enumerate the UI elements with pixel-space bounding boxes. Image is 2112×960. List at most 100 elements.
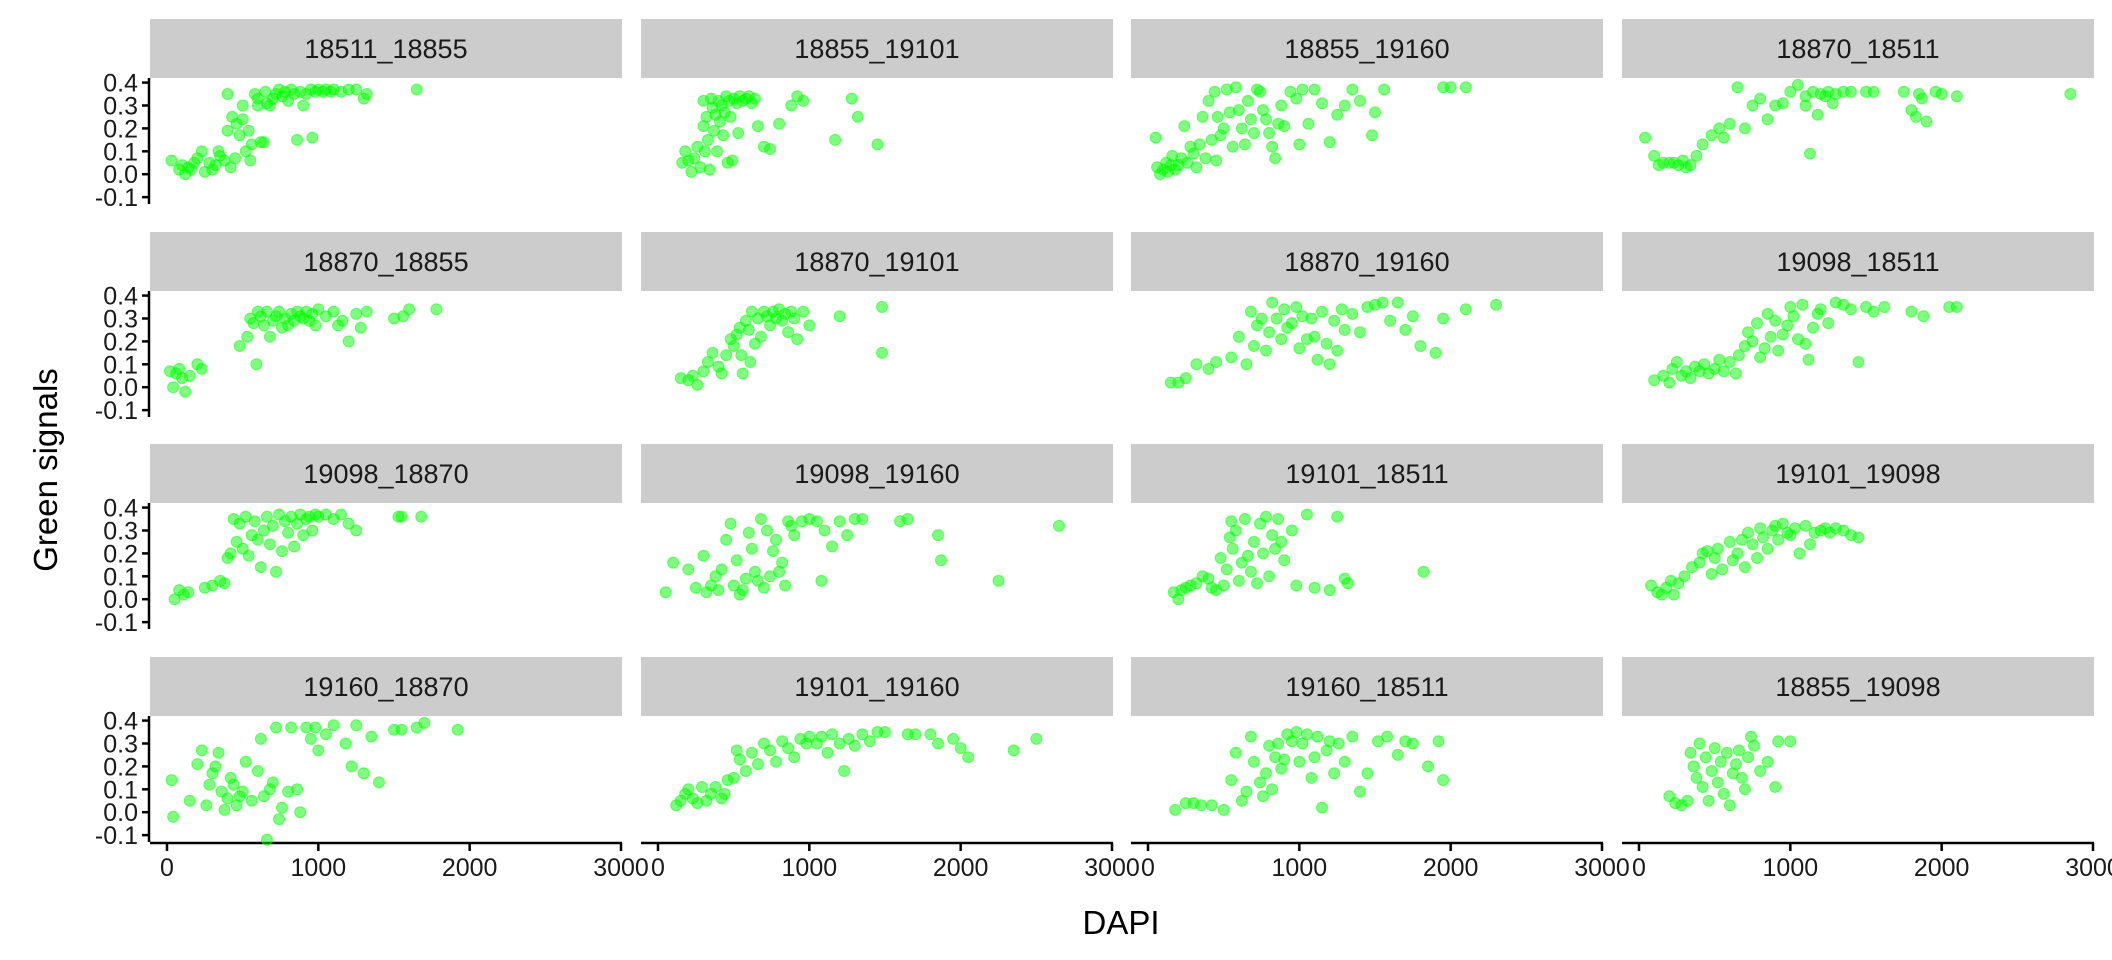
data-point: [1251, 577, 1263, 590]
y-tick-label: -0.1: [95, 184, 138, 212]
data-point: [1323, 358, 1336, 371]
data-point: [833, 515, 846, 528]
data-point: [229, 152, 242, 165]
data-point: [1353, 785, 1366, 798]
data-point: [1361, 767, 1374, 780]
data-point: [1731, 81, 1744, 94]
data-point: [767, 545, 779, 558]
data-point: [803, 730, 816, 743]
data-point: [1217, 122, 1230, 135]
data-point: [1814, 303, 1827, 316]
data-point: [263, 330, 276, 343]
data-point: [1229, 81, 1242, 94]
data-point: [1346, 83, 1359, 96]
data-point: [727, 340, 740, 352]
data-point: [1199, 152, 1212, 165]
data-point: [339, 737, 352, 750]
data-point: [200, 799, 213, 812]
data-point: [195, 362, 208, 375]
y-axis-title: Green signals: [27, 368, 64, 572]
data-point: [263, 538, 276, 551]
data-point: [732, 127, 745, 139]
data-point: [736, 584, 749, 597]
x-tick-label: 2000: [1423, 854, 1479, 882]
data-point: [1684, 159, 1697, 172]
x-tick-label: 3000: [1084, 854, 1140, 882]
data-point: [179, 385, 192, 398]
data-point: [360, 88, 373, 100]
data-point: [1422, 760, 1434, 773]
facet-strip: [1131, 232, 1603, 291]
data-point: [241, 330, 254, 343]
data-point: [1799, 519, 1812, 532]
data-point: [245, 794, 258, 807]
data-point: [1723, 799, 1736, 812]
x-tick-label: 0: [160, 854, 174, 882]
data-point: [1917, 310, 1930, 323]
data-point: [1681, 794, 1694, 807]
data-point: [1328, 314, 1341, 327]
data-point: [1391, 748, 1404, 761]
data-point: [1804, 538, 1816, 551]
data-point: [1878, 301, 1891, 313]
x-tick-label: 0: [1141, 854, 1155, 882]
data-point: [739, 572, 752, 585]
data-point: [1459, 81, 1472, 94]
y-tick-label: 0.2: [103, 540, 138, 568]
data-point: [1205, 799, 1218, 812]
data-point: [1293, 138, 1306, 151]
data-point: [319, 728, 332, 741]
data-point: [1793, 547, 1806, 560]
data-point: [1208, 85, 1221, 98]
data-point: [1217, 803, 1230, 816]
data-point: [1255, 312, 1268, 325]
data-point: [871, 138, 884, 151]
data-point: [1852, 531, 1865, 544]
data-point: [779, 579, 792, 592]
data-point: [1270, 312, 1283, 325]
facet-panel: 18870_19160: [1131, 232, 1603, 389]
y-tick-label: 0.3: [103, 305, 138, 333]
data-point: [1335, 303, 1348, 316]
facet-panel: 19098_19160: [641, 444, 1113, 601]
data-point: [251, 765, 264, 777]
data-point: [312, 303, 325, 316]
data-point: [1300, 508, 1313, 521]
data-point: [703, 163, 716, 176]
data-point: [257, 136, 270, 149]
data-point: [785, 99, 798, 112]
data-point: [1331, 344, 1344, 357]
data-point: [1802, 353, 1815, 366]
data-point: [1717, 365, 1730, 378]
data-point: [720, 349, 733, 362]
facet-strip: [150, 444, 622, 503]
data-point: [1784, 735, 1797, 748]
data-point: [818, 524, 831, 537]
y-tick-label: 0.3: [103, 517, 138, 545]
y-tick-label: 0.4: [103, 283, 138, 311]
data-point: [935, 554, 947, 567]
data-point: [833, 310, 846, 323]
data-point: [288, 540, 301, 553]
data-point: [357, 767, 370, 780]
data-point: [932, 529, 944, 542]
facet-strip: [641, 232, 1113, 291]
data-point: [1690, 771, 1703, 784]
data-point: [1399, 323, 1412, 336]
data-point: [1254, 776, 1266, 789]
data-point: [1754, 765, 1767, 777]
data-point: [418, 716, 431, 729]
data-point: [1705, 765, 1718, 777]
data-point: [236, 113, 249, 126]
data-point: [1716, 563, 1729, 576]
data-point: [395, 510, 408, 523]
data-point: [1905, 305, 1918, 318]
data-point: [1331, 108, 1344, 121]
data-point: [297, 99, 310, 112]
data-point: [1639, 131, 1652, 144]
data-point: [1247, 755, 1260, 768]
y-tick-label: 0.3: [103, 730, 138, 758]
data-point: [254, 732, 267, 745]
x-tick-label: 2000: [933, 854, 989, 882]
data-point: [1437, 312, 1450, 325]
